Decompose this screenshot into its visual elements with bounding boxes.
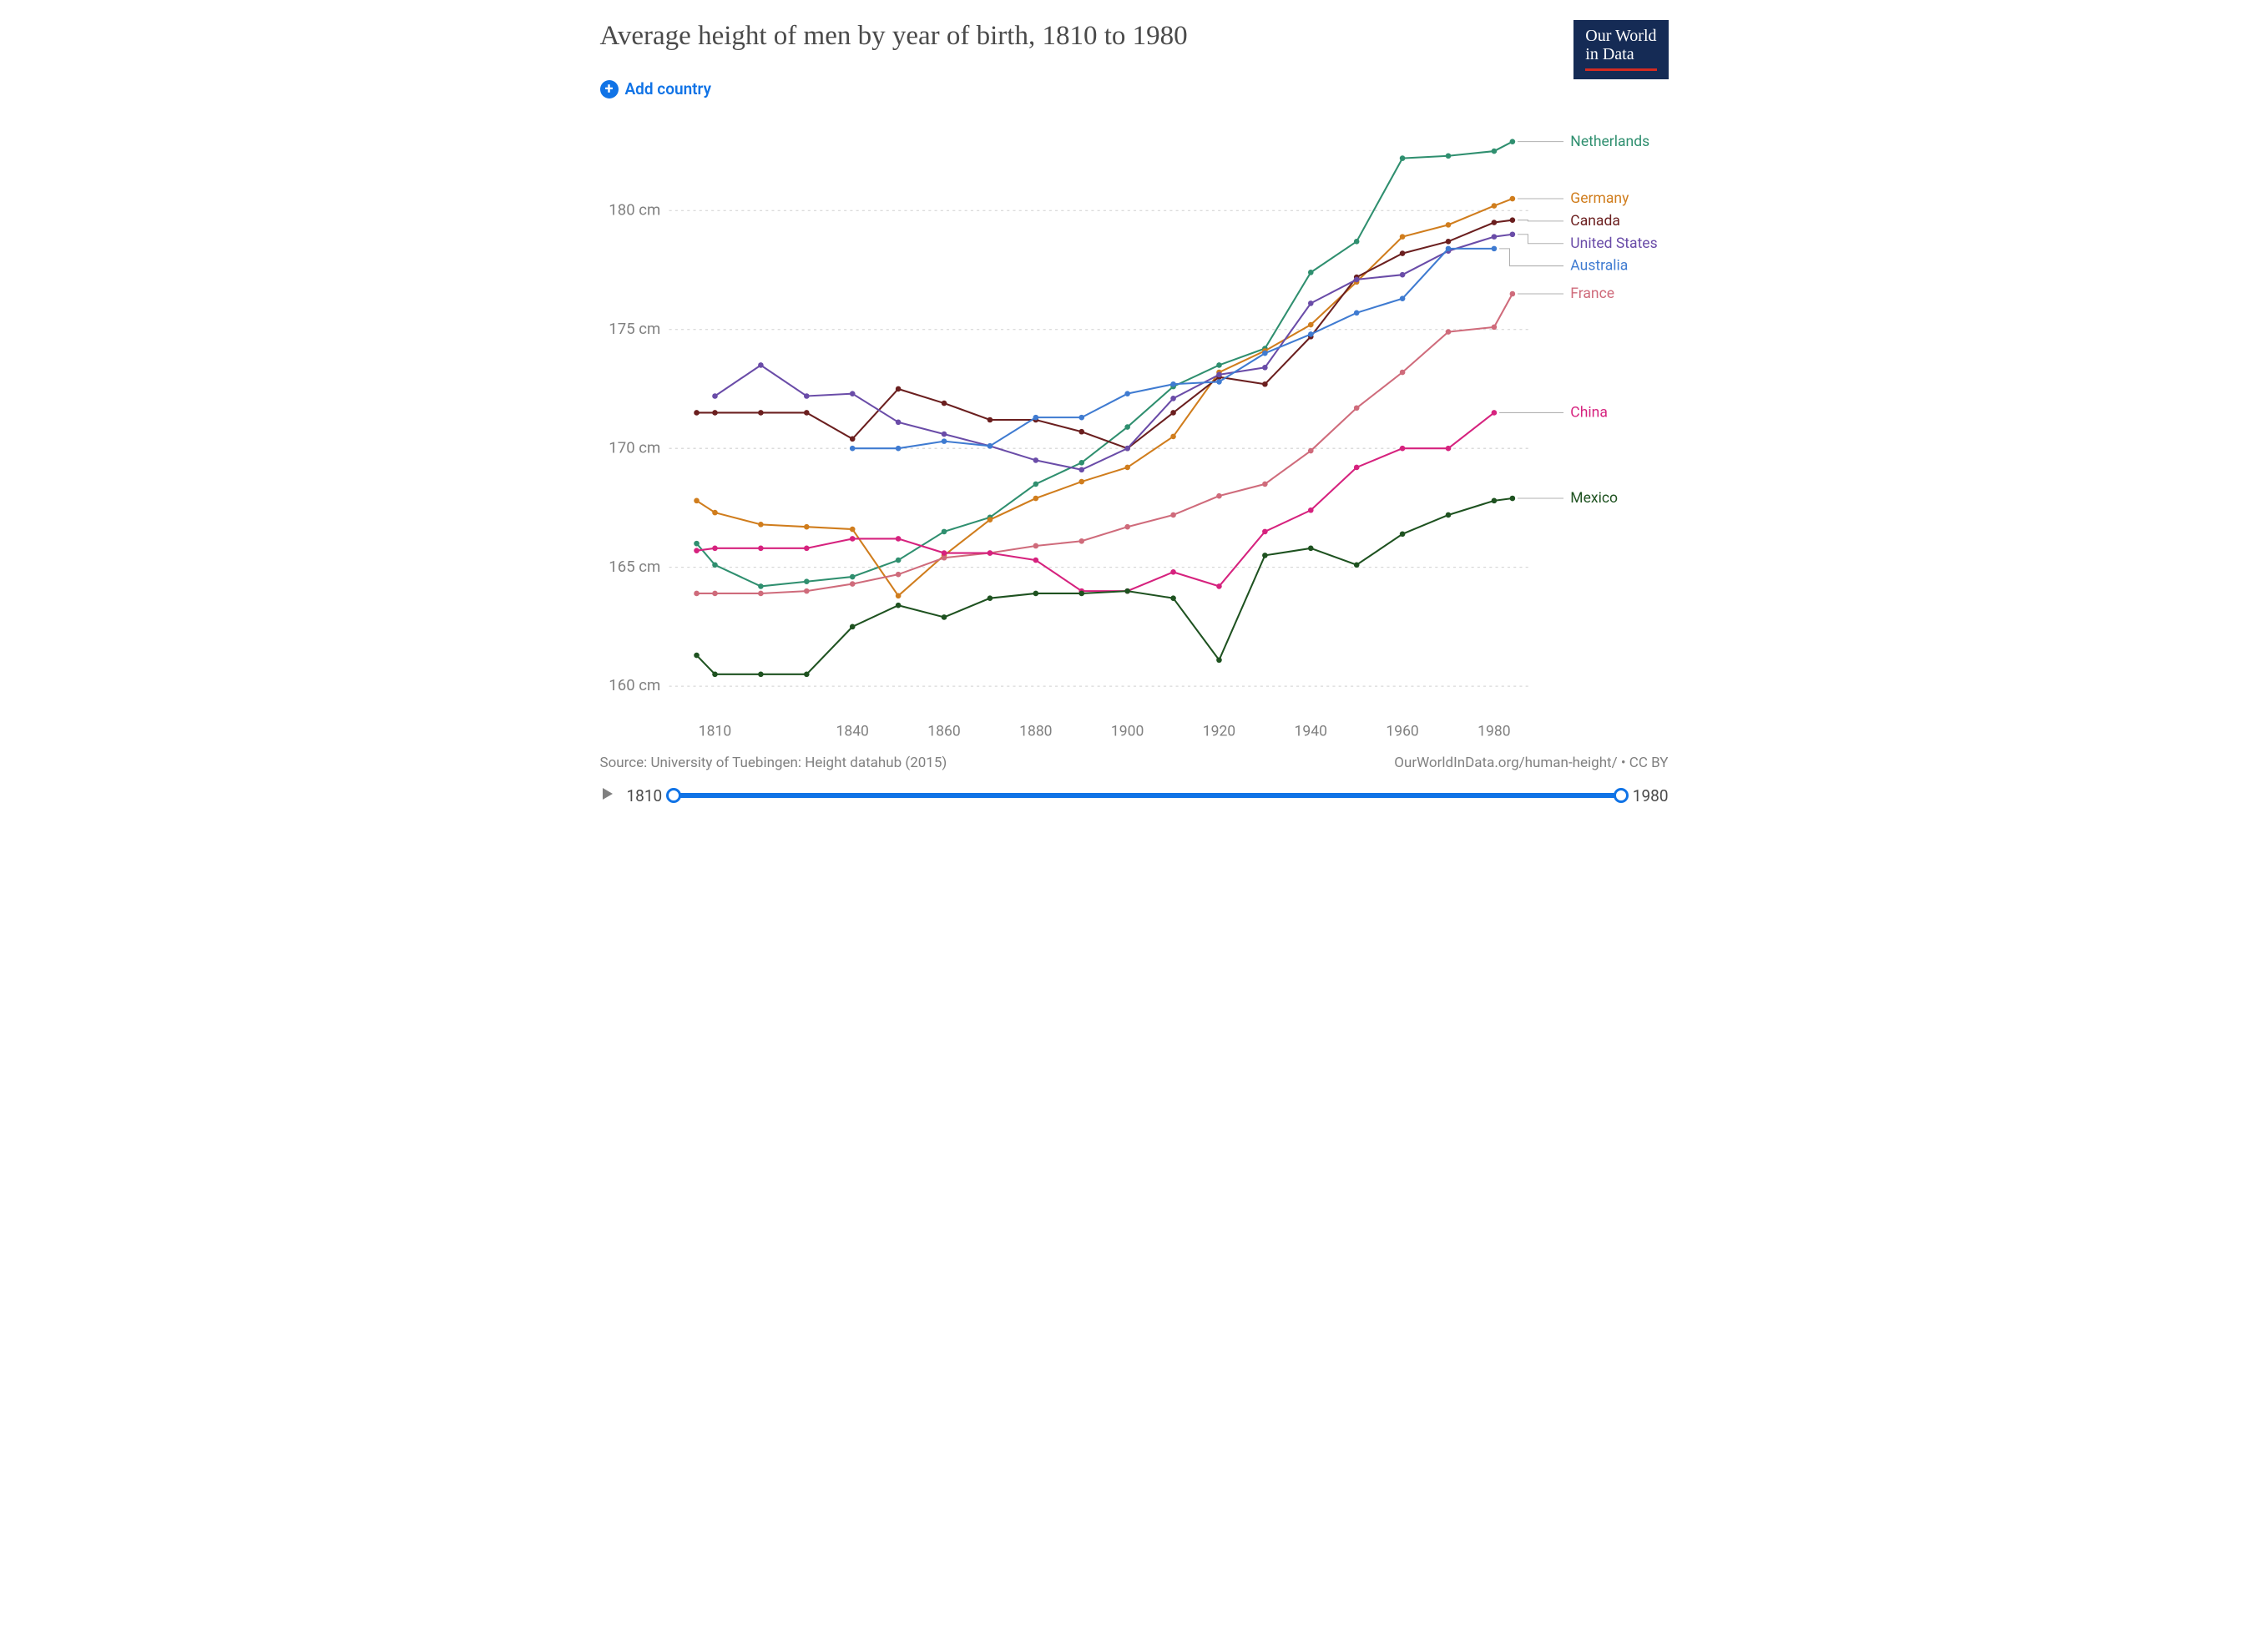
header-row: Average height of men by year of birth, … [600,20,1669,79]
add-country-button[interactable]: + Add country [600,79,712,98]
credit-text: OurWorldInData.org/human-height/ • CC BY [1394,755,1668,771]
play-icon[interactable] [600,786,615,805]
svg-text:Australia: Australia [1570,258,1628,275]
svg-text:Netherlands: Netherlands [1570,134,1649,150]
slider-track [674,793,1621,798]
logo-rule [1585,68,1656,71]
logo-line1: Our World [1585,27,1656,45]
svg-text:1860: 1860 [927,724,960,740]
svg-text:1840: 1840 [836,724,868,740]
svg-text:Germany: Germany [1570,190,1629,207]
svg-text:Mexico: Mexico [1570,490,1618,507]
svg-text:175 cm: 175 cm [609,320,660,338]
timeline-start-label: 1810 [627,786,663,805]
svg-text:1980: 1980 [1477,724,1510,740]
svg-text:China: China [1570,405,1608,422]
footer-row: Source: University of Tuebingen: Height … [600,755,1669,771]
timeline-end-label: 1980 [1633,786,1669,805]
svg-text:1810: 1810 [698,724,730,740]
slider-handle-start[interactable] [666,788,681,803]
owid-logo[interactable]: Our World in Data [1573,20,1668,79]
svg-text:180 cm: 180 cm [609,200,660,219]
svg-text:1920: 1920 [1202,724,1235,740]
timeline: 1810 1980 [600,786,1669,805]
svg-text:Canada: Canada [1570,213,1620,230]
chart-container: Average height of men by year of birth, … [600,20,1669,805]
svg-text:170 cm: 170 cm [609,438,660,457]
logo-line2: in Data [1585,45,1656,63]
svg-text:165 cm: 165 cm [609,558,660,576]
source-text: Source: University of Tuebingen: Height … [600,755,947,771]
svg-text:1900: 1900 [1110,724,1143,740]
svg-text:France: France [1570,285,1614,302]
slider-handle-end[interactable] [1614,788,1629,803]
svg-text:1940: 1940 [1294,724,1326,740]
add-country-label: Add country [625,79,712,98]
svg-text:160 cm: 160 cm [609,676,660,694]
line-chart-svg: 160 cm 165 cm 170 cm 175 cm 180 cm 1810 1840 18… [600,107,1669,745]
svg-text:United States: United States [1570,235,1657,252]
time-slider[interactable] [674,787,1621,804]
svg-text:1880: 1880 [1019,724,1052,740]
plus-icon: + [600,80,619,98]
plot-area: 160 cm 165 cm 170 cm 175 cm 180 cm 1810 1840 18… [600,107,1669,745]
svg-text:1960: 1960 [1386,724,1418,740]
chart-title: Average height of men by year of birth, … [600,20,1188,53]
